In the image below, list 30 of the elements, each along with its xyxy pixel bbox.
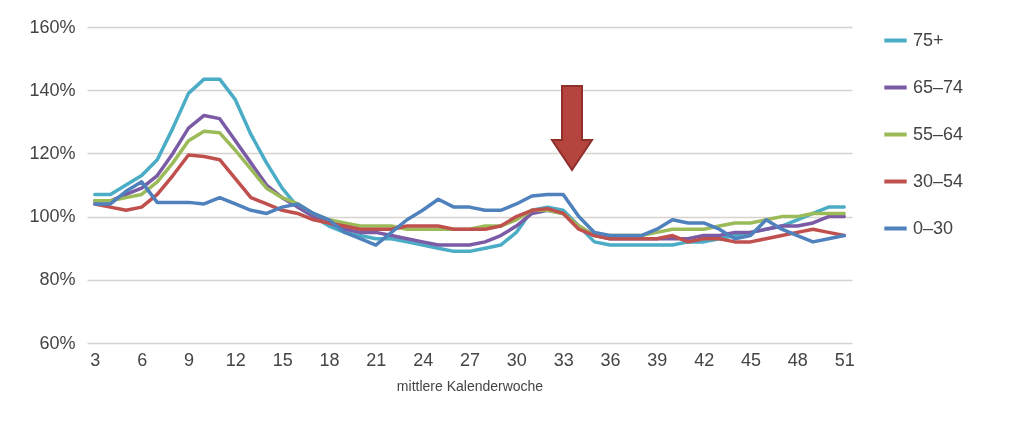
x-tick-label: 24 xyxy=(413,349,434,370)
x-tick-label: 42 xyxy=(694,349,715,370)
x-tick-label: 6 xyxy=(137,349,148,370)
x-tick-label: 21 xyxy=(366,349,387,370)
x-tick-label: 30 xyxy=(506,349,527,370)
legend-label: 75+ xyxy=(913,29,944,50)
x-tick-label: 36 xyxy=(600,349,621,370)
y-tick-label: 160% xyxy=(29,16,76,37)
legend-label: 0–30 xyxy=(913,217,954,238)
line-series xyxy=(93,180,846,247)
y-tick-label: 100% xyxy=(29,206,76,227)
y-tick-label: 80% xyxy=(39,269,76,290)
x-tick-label: 12 xyxy=(225,349,246,370)
x-tick-label: 39 xyxy=(647,349,668,370)
y-tick-label: 120% xyxy=(29,142,76,163)
x-tick-label: 15 xyxy=(272,349,293,370)
x-tick-label: 48 xyxy=(787,349,808,370)
x-tick-label: 3 xyxy=(90,349,101,370)
y-tick-label: 60% xyxy=(39,332,76,353)
x-tick-label: 33 xyxy=(553,349,574,370)
x-tick-label: 9 xyxy=(183,349,194,370)
x-tick-label: 18 xyxy=(319,349,340,370)
x-tick-label: 27 xyxy=(459,349,481,370)
legend-label: 65–74 xyxy=(913,76,964,97)
y-tick-label: 140% xyxy=(29,79,76,100)
x-tick-label: 45 xyxy=(741,349,762,370)
legend-label: 30–54 xyxy=(913,170,964,191)
legend-label: 55–64 xyxy=(913,123,964,144)
x-axis-title: mittlere Kalenderwoche xyxy=(396,377,544,394)
x-tick-label: 51 xyxy=(834,349,855,370)
